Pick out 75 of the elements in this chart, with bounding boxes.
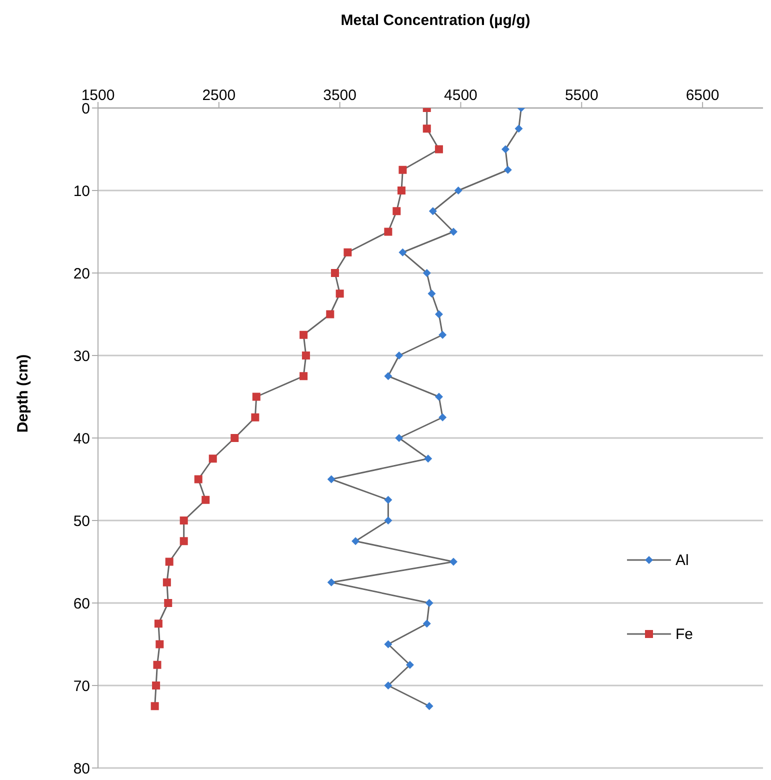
point bbox=[406, 660, 414, 669]
x-tick-label: 2500 bbox=[202, 87, 236, 104]
point bbox=[194, 475, 202, 484]
point bbox=[424, 454, 432, 463]
point bbox=[152, 682, 160, 690]
point bbox=[384, 496, 392, 504]
point bbox=[153, 660, 162, 669]
point bbox=[150, 702, 159, 710]
point bbox=[302, 352, 310, 360]
point bbox=[434, 392, 443, 401]
point bbox=[344, 248, 352, 256]
point bbox=[330, 269, 339, 277]
point bbox=[501, 145, 510, 154]
y-tick-label: 70 bbox=[73, 678, 90, 695]
point bbox=[438, 330, 447, 339]
point bbox=[422, 124, 431, 133]
point bbox=[300, 330, 308, 339]
point bbox=[208, 454, 217, 463]
point bbox=[434, 145, 443, 154]
point bbox=[422, 620, 431, 628]
point bbox=[397, 186, 406, 194]
point bbox=[327, 475, 336, 484]
point bbox=[398, 166, 407, 174]
point bbox=[425, 599, 434, 607]
point bbox=[392, 207, 401, 216]
point bbox=[449, 228, 458, 236]
point bbox=[428, 290, 436, 298]
y-axis-title: Depth (cm) bbox=[14, 354, 32, 432]
y-tick-label: 60 bbox=[73, 595, 90, 612]
point bbox=[395, 352, 404, 360]
point bbox=[384, 682, 392, 690]
legend-label: Fe bbox=[675, 626, 693, 642]
point bbox=[449, 558, 458, 566]
y-tick-label: 50 bbox=[73, 512, 90, 530]
point bbox=[398, 248, 407, 256]
x-tick-label: 5500 bbox=[564, 87, 598, 104]
point bbox=[384, 372, 392, 380]
y-tick-label: 40 bbox=[73, 430, 90, 448]
legend-label: Al bbox=[675, 552, 689, 568]
point bbox=[326, 310, 334, 318]
point bbox=[300, 372, 308, 380]
point bbox=[251, 413, 260, 422]
point bbox=[180, 516, 188, 524]
point bbox=[454, 186, 462, 194]
point bbox=[504, 166, 512, 174]
point bbox=[154, 620, 162, 628]
point bbox=[428, 207, 437, 216]
point bbox=[327, 578, 336, 586]
point bbox=[202, 496, 210, 504]
point bbox=[252, 392, 260, 401]
point bbox=[162, 578, 171, 586]
point bbox=[336, 290, 344, 298]
y-tick-label: 10 bbox=[73, 182, 90, 200]
y-tick-label: 20 bbox=[73, 265, 90, 282]
y-tick-label: 30 bbox=[73, 348, 90, 365]
point bbox=[422, 269, 431, 277]
point bbox=[165, 558, 174, 566]
y-tick-label: 80 bbox=[73, 760, 90, 778]
point bbox=[425, 702, 434, 710]
point bbox=[384, 640, 392, 648]
x-tick-label: 3500 bbox=[323, 87, 357, 104]
point bbox=[384, 228, 392, 236]
point bbox=[395, 434, 404, 442]
point bbox=[384, 516, 392, 524]
x-axis-title: Metal Concentration (µg/g) bbox=[340, 12, 532, 29]
point bbox=[514, 124, 523, 133]
point bbox=[180, 537, 188, 546]
x-tick-label: 6500 bbox=[686, 87, 720, 104]
point bbox=[156, 640, 164, 648]
point bbox=[352, 537, 360, 546]
point bbox=[438, 413, 447, 422]
x-tick-label: 4500 bbox=[444, 87, 478, 104]
point bbox=[164, 599, 172, 607]
point bbox=[434, 310, 443, 318]
point bbox=[230, 434, 239, 442]
